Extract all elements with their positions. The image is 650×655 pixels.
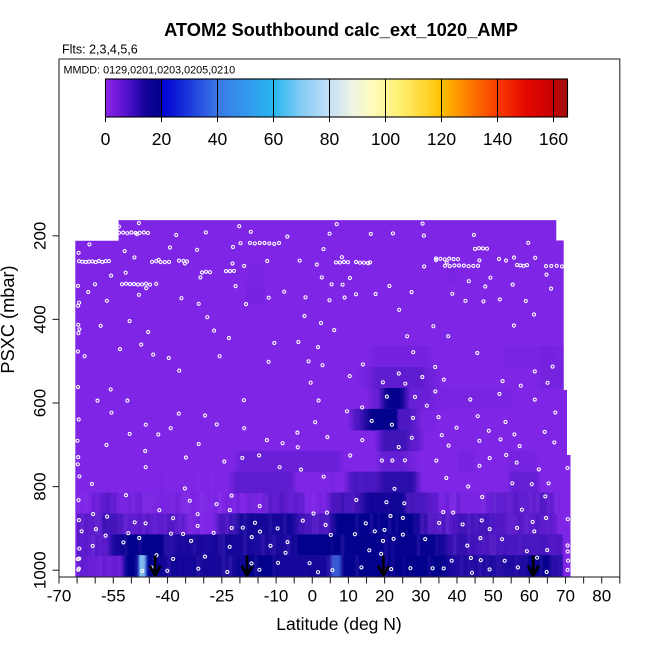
svg-text:80: 80	[320, 129, 340, 149]
svg-text:-70: -70	[47, 587, 72, 606]
svg-text:70: 70	[556, 587, 575, 606]
svg-text:-55: -55	[101, 587, 126, 606]
svg-text:160: 160	[539, 129, 568, 149]
svg-text:40: 40	[208, 129, 228, 149]
svg-text:ATOM2 Southbound calc_ext_1020: ATOM2 Southbound calc_ext_1020_AMP	[164, 19, 518, 40]
svg-text:30: 30	[411, 587, 430, 606]
svg-text:60: 60	[520, 587, 539, 606]
svg-text:200: 200	[31, 222, 50, 250]
svg-text:0: 0	[308, 587, 317, 606]
svg-text:400: 400	[31, 305, 50, 333]
svg-text:800: 800	[31, 472, 50, 500]
svg-text:600: 600	[31, 389, 50, 417]
svg-text:140: 140	[483, 129, 512, 149]
svg-text:20: 20	[375, 587, 394, 606]
svg-text:10: 10	[339, 587, 358, 606]
svg-text:-10: -10	[264, 587, 289, 606]
svg-text:Latitude (deg N): Latitude (deg N)	[276, 614, 402, 634]
svg-text:Flts: 2,3,4,5,6: Flts: 2,3,4,5,6	[62, 43, 138, 57]
svg-text:50: 50	[484, 587, 503, 606]
svg-text:0: 0	[101, 129, 111, 149]
svg-text:-40: -40	[155, 587, 180, 606]
svg-text:120: 120	[427, 129, 456, 149]
svg-text:1000: 1000	[31, 551, 50, 589]
svg-text:20: 20	[152, 129, 172, 149]
svg-text:PSXC (mbar): PSXC (mbar)	[0, 265, 18, 373]
svg-text:80: 80	[592, 587, 611, 606]
svg-text:100: 100	[371, 129, 400, 149]
svg-text:MMDD: 0129,0201,0203,0205,0210: MMDD: 0129,0201,0203,0205,0210	[64, 65, 236, 77]
svg-text:40: 40	[448, 587, 467, 606]
svg-text:60: 60	[264, 129, 284, 149]
svg-text:-25: -25	[210, 587, 235, 606]
